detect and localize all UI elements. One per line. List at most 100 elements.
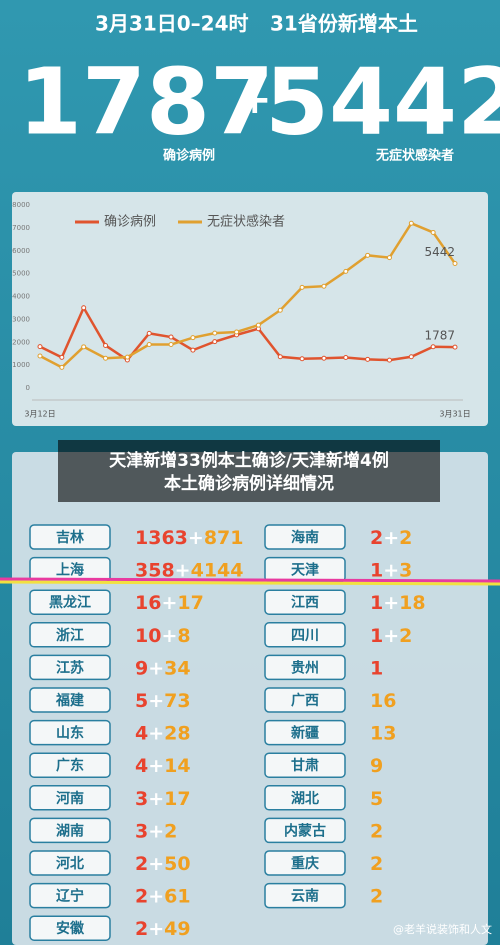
x-tick-label: 3月12日: [24, 410, 55, 419]
case-count: 358+4144: [135, 559, 243, 581]
case-count: 4+28: [135, 722, 191, 744]
subject: 31省份新增本土: [270, 12, 418, 36]
plus-sign: +: [383, 527, 399, 549]
case-count: 1+2: [370, 624, 412, 646]
point: [255, 322, 261, 328]
plus-sign: +: [188, 527, 204, 549]
point: [343, 354, 349, 360]
case-count: 9+34: [135, 657, 191, 679]
province-name: 天津: [291, 562, 319, 579]
line-chart: 0 1000 2000 3000 4000 5000 6000 7000 8000 3月12日 3月…: [12, 201, 470, 419]
case-count: 1: [370, 657, 383, 679]
point: [452, 344, 458, 350]
legend-label: 无症状感染者: [207, 214, 285, 230]
case-count: 4+14: [135, 755, 191, 777]
asymptomatic-total: 5442: [265, 48, 500, 155]
point: [321, 355, 327, 361]
province-name: 江苏: [56, 659, 84, 676]
plus-sign: +: [148, 657, 164, 679]
province-name: 山东: [56, 725, 84, 742]
case-count: 1363+871: [135, 527, 243, 549]
province-name: 重庆: [291, 855, 319, 872]
province-name: 河北: [56, 855, 84, 872]
province-pill: [29, 589, 111, 615]
province-name: 新疆: [291, 725, 319, 742]
confirmed-count: 5: [135, 690, 148, 712]
asymptomatic-count: 2: [370, 885, 383, 907]
asymptomatic-count: 50: [164, 853, 190, 875]
point: [190, 347, 196, 353]
point: [37, 353, 43, 359]
case-count: 16+17: [135, 592, 204, 614]
confirmed-count: 1: [370, 624, 383, 646]
point: [59, 364, 65, 370]
case-count: 2+50: [135, 853, 191, 875]
point: [81, 344, 87, 350]
point: [365, 356, 371, 362]
province-pill: [264, 589, 346, 615]
confirmed-count: 4: [135, 755, 148, 777]
province-pill: [264, 817, 346, 844]
province-pill: [264, 719, 346, 746]
confirmed-count: 2: [135, 853, 148, 875]
point: [190, 335, 196, 341]
asymptomatic-count: 61: [164, 885, 190, 907]
point: [37, 344, 43, 350]
chart-panel: [12, 192, 488, 426]
case-count: 2: [370, 820, 383, 842]
case-count: 5+73: [135, 690, 191, 712]
province-pill: [264, 687, 346, 713]
confirmed-count: 358: [135, 559, 175, 581]
caption-box: [58, 440, 440, 502]
point: [408, 354, 414, 360]
point: [234, 329, 240, 335]
asymptomatic-count: 34: [164, 657, 190, 679]
confirmed-count: 1: [370, 559, 383, 581]
province-pill: [29, 752, 111, 778]
confirmed-count: 1: [370, 657, 383, 679]
plus-sign: +: [148, 853, 164, 875]
y-tick-label: 8000: [12, 201, 30, 209]
y-tick-label: 6000: [12, 247, 30, 255]
province-name: 江西: [291, 594, 319, 611]
province-pill: [264, 882, 346, 909]
confirmed-count: 1363: [135, 527, 188, 549]
asymptomatic-count: 49: [164, 918, 190, 940]
plus-sign: +: [148, 755, 164, 777]
point: [212, 339, 218, 345]
province-name: 河南: [56, 790, 84, 807]
caption-line: 本土确诊病例详细情况: [164, 473, 334, 494]
case-count: 2+61: [135, 885, 191, 907]
asymptomatic-count: 14: [164, 755, 190, 777]
asymptomatic-count: 18: [399, 592, 425, 614]
confirmed-count: 4: [135, 722, 148, 744]
confirmed-label: 确诊病例: [163, 148, 215, 164]
asymptomatic-count: 28: [164, 722, 190, 744]
date: 3月31日0–24时: [95, 12, 249, 36]
asymptomatic-count: 2: [164, 820, 177, 842]
province-pill: [264, 654, 346, 681]
case-count: 3+17: [135, 787, 191, 809]
case-count: 10+8: [135, 624, 191, 646]
province-name: 内蒙古: [284, 822, 326, 839]
plus-sign: +: [161, 624, 177, 646]
plus-sign: +: [148, 722, 164, 744]
y-tick-label: 5000: [12, 270, 30, 278]
point: [277, 354, 283, 360]
series-line: [39, 305, 456, 362]
province-name: 吉林: [56, 529, 84, 546]
series-line: [39, 221, 457, 369]
case-count: 2: [370, 853, 383, 875]
point: [59, 354, 65, 360]
province-pill: [264, 785, 346, 811]
plus-sign: +: [148, 885, 164, 907]
case-count: 1+18: [370, 592, 426, 614]
asymptomatic-count: 8: [177, 624, 190, 646]
point: [212, 330, 218, 336]
province-name: 贵州: [291, 659, 319, 676]
point: [343, 268, 349, 274]
point: [146, 330, 152, 336]
legend-label: 确诊病例: [104, 215, 156, 230]
asymptomatic-count: 9: [370, 755, 383, 777]
